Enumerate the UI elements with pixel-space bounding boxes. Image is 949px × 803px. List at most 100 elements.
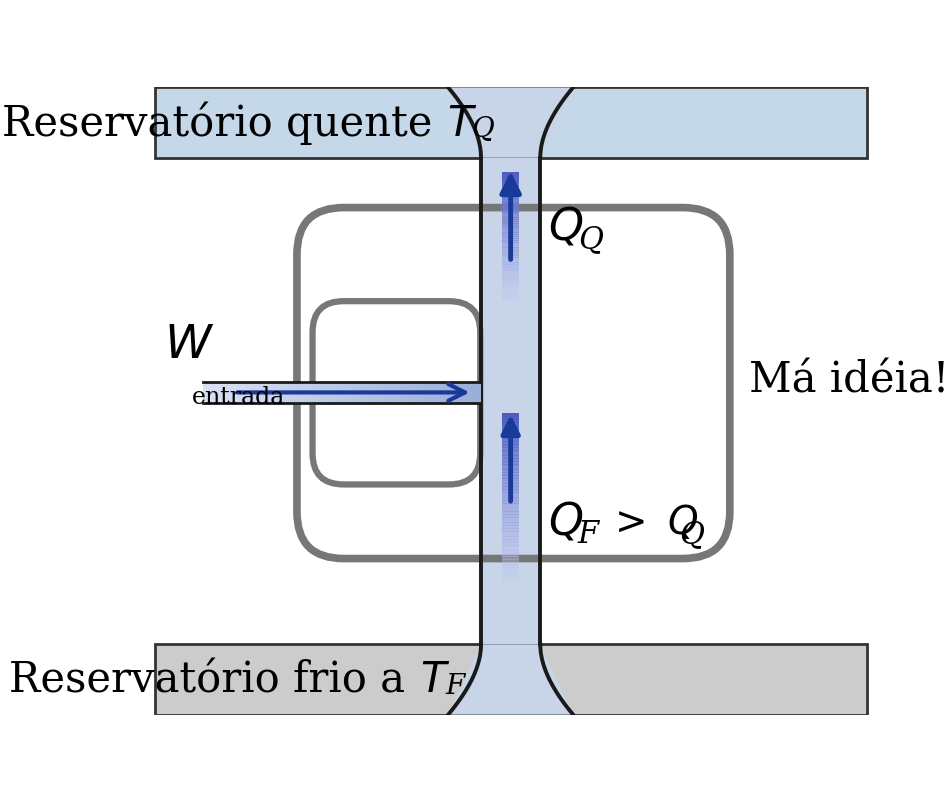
Bar	[348, 382, 353, 404]
Bar	[502, 292, 519, 296]
Bar	[502, 247, 519, 251]
Bar	[428, 382, 433, 404]
Bar	[418, 382, 422, 404]
Bar	[502, 263, 519, 265]
Bar	[502, 181, 519, 184]
Bar	[502, 545, 519, 548]
Text: Reservatório frio a: Reservatório frio a	[9, 658, 418, 700]
Bar	[502, 183, 519, 186]
Bar	[502, 243, 519, 246]
Bar	[502, 288, 519, 291]
Text: $Q$: $Q$	[549, 206, 584, 249]
Bar	[453, 382, 456, 404]
Bar	[398, 382, 401, 404]
Bar	[502, 209, 519, 212]
Bar	[502, 542, 519, 546]
Bar	[502, 475, 519, 479]
Bar	[502, 192, 519, 194]
Bar	[394, 382, 398, 404]
Bar	[502, 419, 519, 423]
Bar	[502, 579, 519, 582]
Bar	[446, 382, 450, 404]
Bar	[442, 382, 446, 404]
Bar	[502, 526, 519, 529]
Text: Q: Q	[578, 224, 603, 255]
Bar	[502, 256, 519, 259]
Text: $>$ $Q$: $>$ $Q$	[595, 502, 698, 541]
Bar	[502, 252, 519, 255]
Bar	[502, 196, 519, 199]
Bar	[502, 498, 519, 501]
Bar	[502, 275, 519, 278]
Bar	[502, 548, 519, 552]
Bar	[221, 382, 225, 404]
Bar	[474, 382, 477, 404]
Bar	[502, 453, 519, 457]
Bar	[502, 254, 519, 257]
Bar	[304, 382, 308, 404]
Bar	[502, 436, 519, 440]
Bar	[407, 382, 412, 404]
Bar	[328, 382, 332, 404]
Bar	[502, 495, 519, 499]
Bar	[255, 382, 259, 404]
Bar	[400, 382, 405, 404]
Bar	[276, 382, 280, 404]
Bar	[502, 194, 519, 197]
Bar	[318, 382, 322, 404]
Bar	[266, 382, 270, 404]
Bar	[502, 278, 519, 280]
Bar	[502, 565, 519, 569]
Bar	[234, 382, 239, 404]
Bar	[502, 187, 519, 190]
Bar	[214, 382, 218, 404]
Text: F: F	[578, 519, 599, 549]
Bar	[352, 382, 357, 404]
Bar	[502, 206, 519, 210]
Bar	[502, 447, 519, 451]
Bar	[481, 158, 540, 645]
Bar	[502, 299, 519, 302]
Bar	[280, 382, 284, 404]
Bar	[502, 213, 519, 216]
Bar	[502, 470, 519, 473]
Bar	[502, 553, 519, 557]
Bar	[502, 414, 519, 418]
Bar	[502, 205, 519, 207]
Bar	[325, 382, 328, 404]
Bar	[297, 382, 301, 404]
Bar	[502, 439, 519, 442]
Bar	[502, 515, 519, 518]
Bar	[502, 297, 519, 300]
Bar	[502, 250, 519, 252]
Bar	[369, 382, 374, 404]
Bar	[502, 425, 519, 429]
Text: $Q$: $Q$	[549, 500, 584, 543]
Bar	[502, 509, 519, 512]
Bar	[502, 174, 519, 177]
Bar	[502, 551, 519, 554]
Bar	[502, 528, 519, 532]
Text: $T$: $T$	[448, 103, 477, 145]
Bar	[502, 481, 519, 484]
Bar	[411, 382, 416, 404]
Bar	[502, 442, 519, 446]
Bar	[502, 211, 519, 214]
Bar	[359, 382, 363, 404]
Bar	[287, 382, 290, 404]
Bar	[502, 279, 519, 283]
Bar	[502, 177, 519, 180]
Bar	[207, 382, 211, 404]
Bar	[502, 291, 519, 293]
Bar	[502, 540, 519, 543]
Text: $T$: $T$	[420, 658, 451, 700]
Bar	[502, 570, 519, 574]
Bar	[502, 562, 519, 565]
Text: F: F	[445, 672, 464, 699]
Bar	[502, 536, 519, 540]
Bar	[363, 382, 367, 404]
Bar	[502, 489, 519, 493]
Polygon shape	[448, 88, 573, 158]
Bar	[259, 382, 263, 404]
Bar	[238, 382, 242, 404]
